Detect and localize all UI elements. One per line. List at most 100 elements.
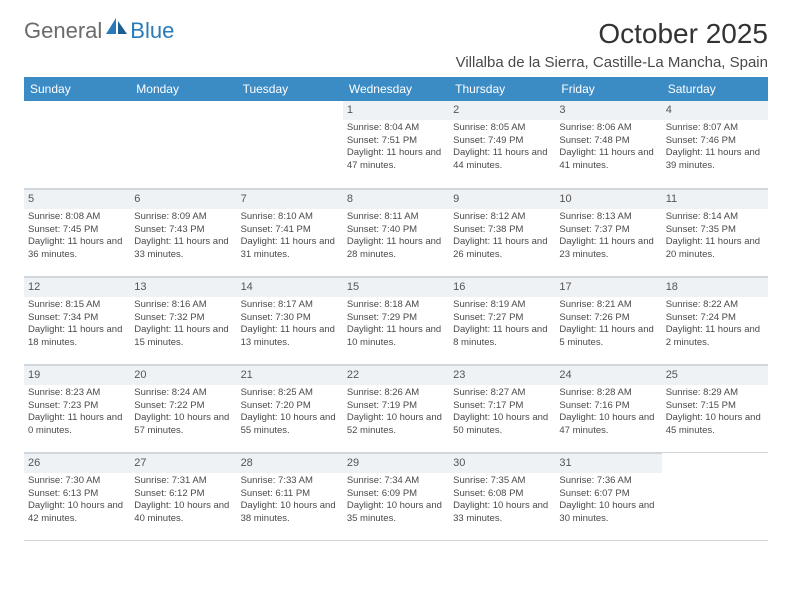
sunset-line: Sunset: 7:41 PM [241,224,339,237]
sunset-line: Sunset: 7:19 PM [347,400,445,413]
calendar-cell: 30Sunrise: 7:35 AMSunset: 6:08 PMDayligh… [449,453,555,541]
daylight-line: Daylight: 10 hours and 42 minutes. [28,500,126,526]
calendar-cell: 27Sunrise: 7:31 AMSunset: 6:12 PMDayligh… [130,453,236,541]
daylight-line: Daylight: 11 hours and 2 minutes. [666,324,764,350]
day-number: 1 [343,101,449,120]
calendar-cell: 23 Sunrise: 8:27 AMSunset: 7:17 PMDayligh… [449,365,555,453]
daylight-line: Daylight: 11 hours and 28 minutes. [347,236,445,262]
logo: General Blue [24,18,174,44]
day-number: 20 [130,365,236,385]
sunset-line: Sunset: 7:17 PM [453,400,551,413]
calendar-cell [24,101,130,189]
sunrise-line: Sunrise: 8:08 AM [28,211,126,224]
sunrise-line: Sunrise: 8:07 AM [666,122,764,135]
calendar-cell: 18Sunrise: 8:22 AMSunset: 7:24 PMDayligh… [662,277,768,365]
calendar-page: General Blue October 2025 Villalba de la… [0,0,792,559]
sunset-line: Sunset: 6:13 PM [28,488,126,501]
day-number: 12 [24,277,130,297]
sunset-line: Sunset: 7:35 PM [666,224,764,237]
daylight-line: Daylight: 10 hours and 45 minutes. [666,412,764,438]
calendar-cell [662,453,768,541]
weekday-header: Saturday [662,77,768,101]
sunset-line: Sunset: 6:09 PM [347,488,445,501]
sunrise-line: Sunrise: 7:36 AM [559,475,657,488]
calendar-cell: 12Sunrise: 8:15 AMSunset: 7:34 PMDayligh… [24,277,130,365]
sunrise-line: Sunrise: 8:04 AM [347,122,445,135]
logo-text-general: General [24,18,102,44]
header: General Blue October 2025 Villalba de la… [24,18,768,71]
calendar-row: 26Sunrise: 7:30 AMSunset: 6:13 PMDayligh… [24,453,768,541]
day-number: 24 [555,365,661,385]
sunrise-line: Sunrise: 8:09 AM [134,211,232,224]
daylight-line: Daylight: 10 hours and 57 minutes. [134,412,232,438]
sunrise-line: Sunrise: 8:12 AM [453,211,551,224]
calendar-row: 5Sunrise: 8:08 AMSunset: 7:45 PMDaylight… [24,189,768,277]
sunrise-line: Sunrise: 8:22 AM [666,299,764,312]
day-number: 22 [343,365,449,385]
calendar-cell: 11Sunrise: 8:14 AMSunset: 7:35 PMDayligh… [662,189,768,277]
sunset-line: Sunset: 7:30 PM [241,312,339,325]
sunrise-line: Sunrise: 8:10 AM [241,211,339,224]
calendar-cell: 25Sunrise: 8:29 AMSunset: 7:15 PMDayligh… [662,365,768,453]
logo-sail-icon [106,18,128,41]
calendar-cell: 1Sunrise: 8:04 AMSunset: 7:51 PMDaylight… [343,101,449,189]
daylight-line: Daylight: 11 hours and 15 minutes. [134,324,232,350]
calendar-cell: 5Sunrise: 8:08 AMSunset: 7:45 PMDaylight… [24,189,130,277]
daylight-line: Daylight: 11 hours and 8 minutes. [453,324,551,350]
sunrise-line: Sunrise: 7:30 AM [28,475,126,488]
calendar-cell: 13Sunrise: 8:16 AMSunset: 7:32 PMDayligh… [130,277,236,365]
day-number: 17 [555,277,661,297]
weekday-header: Sunday [24,77,130,101]
sunrise-line: Sunrise: 8:21 AM [559,299,657,312]
day-number: 14 [237,277,343,297]
location-label: Villalba de la Sierra, Castille-La Manch… [456,54,768,71]
daylight-line: Daylight: 10 hours and 50 minutes. [453,412,551,438]
calendar-cell: 21Sunrise: 8:25 AMSunset: 7:20 PMDayligh… [237,365,343,453]
day-number: 23 [449,365,555,385]
weekday-header: Wednesday [343,77,449,101]
sunrise-line: Sunrise: 8:19 AM [453,299,551,312]
sunrise-line: Sunrise: 8:24 AM [134,387,232,400]
day-number: 18 [662,277,768,297]
sunrise-line: Sunrise: 8:14 AM [666,211,764,224]
sunset-line: Sunset: 7:16 PM [559,400,657,413]
calendar-cell: 17Sunrise: 8:21 AMSunset: 7:26 PMDayligh… [555,277,661,365]
sunrise-line: Sunrise: 7:31 AM [134,475,232,488]
sunset-line: Sunset: 7:23 PM [28,400,126,413]
calendar-cell: 24Sunrise: 8:28 AMSunset: 7:16 PMDayligh… [555,365,661,453]
daylight-line: Daylight: 11 hours and 31 minutes. [241,236,339,262]
sunrise-line: Sunrise: 8:27 AM [453,387,551,400]
sunset-line: Sunset: 7:46 PM [666,135,764,148]
daylight-line: Daylight: 11 hours and 26 minutes. [453,236,551,262]
calendar-cell: 3Sunrise: 8:06 AMSunset: 7:48 PMDaylight… [555,101,661,189]
day-number: 27 [130,453,236,473]
sunrise-line: Sunrise: 8:29 AM [666,387,764,400]
sunrise-line: Sunrise: 7:33 AM [241,475,339,488]
daylight-line: Daylight: 11 hours and 0 minutes. [28,412,126,438]
daylight-line: Daylight: 11 hours and 36 minutes. [28,236,126,262]
calendar-cell: 9 Sunrise: 8:12 AMSunset: 7:38 PMDaylight… [449,189,555,277]
daylight-line: Daylight: 11 hours and 39 minutes. [666,147,764,173]
calendar-row: 1Sunrise: 8:04 AMSunset: 7:51 PMDaylight… [24,101,768,189]
sunset-line: Sunset: 7:26 PM [559,312,657,325]
daylight-line: Daylight: 10 hours and 38 minutes. [241,500,339,526]
day-number: 5 [24,189,130,209]
calendar-table: SundayMondayTuesdayWednesdayThursdayFrid… [24,77,768,541]
daylight-line: Daylight: 11 hours and 10 minutes. [347,324,445,350]
day-number: 9 [449,189,555,209]
sunrise-line: Sunrise: 8:16 AM [134,299,232,312]
sunrise-line: Sunrise: 8:25 AM [241,387,339,400]
sunset-line: Sunset: 7:38 PM [453,224,551,237]
sunrise-line: Sunrise: 8:28 AM [559,387,657,400]
calendar-cell: 28Sunrise: 7:33 AMSunset: 6:11 PMDayligh… [237,453,343,541]
calendar-cell: 22Sunrise: 8:26 AMSunset: 7:19 PMDayligh… [343,365,449,453]
weekday-header: Monday [130,77,236,101]
day-number: 21 [237,365,343,385]
weekday-header: Tuesday [237,77,343,101]
calendar-cell: 29Sunrise: 7:34 AMSunset: 6:09 PMDayligh… [343,453,449,541]
calendar-cell: 8Sunrise: 8:11 AMSunset: 7:40 PMDaylight… [343,189,449,277]
calendar-cell: 20Sunrise: 8:24 AMSunset: 7:22 PMDayligh… [130,365,236,453]
calendar-cell: 4Sunrise: 8:07 AMSunset: 7:46 PMDaylight… [662,101,768,189]
day-number: 6 [130,189,236,209]
sunset-line: Sunset: 6:07 PM [559,488,657,501]
